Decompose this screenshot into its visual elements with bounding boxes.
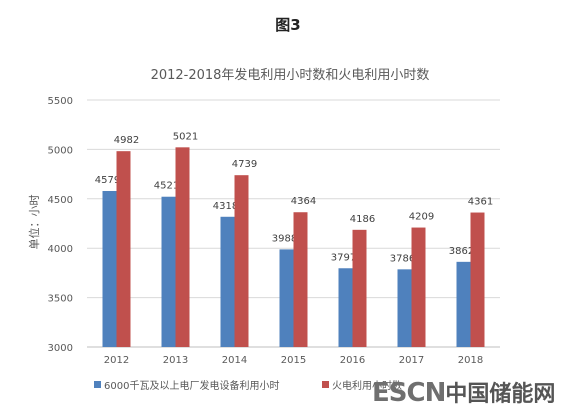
legend-label: 6000千瓦及以上电厂发电设备利用小时 [104,379,279,392]
data-label: 3786 [390,253,415,264]
watermark-tagline: 中国储能网 [445,382,556,407]
bar-thermal-power [293,212,308,347]
legend-swatch [322,381,329,388]
bar-power-generation [397,269,412,347]
y-tick-label: 4500 [48,195,73,206]
bar-power-generation [161,196,176,347]
chart-title: 2012-2018年发电利用小时数和火电利用小时数 [151,67,430,83]
legend-swatch [94,381,101,388]
y-tick-label: 5000 [48,145,73,156]
watermark-brand: ESCN [372,378,446,408]
legend-label: 火电利用小时数 [332,379,402,392]
bar-thermal-power [411,227,426,347]
y-axis-label: 单位：小时 [27,195,41,250]
x-tick-label: 2015 [281,355,306,366]
data-label: 4982 [114,135,139,146]
data-label: 4521 [154,181,179,192]
y-tick-label: 3000 [48,343,73,354]
x-tick-label: 2014 [222,355,247,366]
data-label: 4739 [232,159,257,170]
y-tick-label: 5500 [48,96,73,107]
legend: 6000千瓦及以上电厂发电设备利用小时 火电利用小时数 [94,379,402,392]
x-tick-label: 2016 [340,355,365,366]
watermark-logo: ESCN中国储能网 [372,376,555,408]
data-label: 3797 [331,252,356,263]
data-label: 3988 [272,233,297,244]
bar-thermal-power [116,151,131,347]
x-axis-ticks: 2012 2013 2014 2015 2016 2017 2018 [104,355,483,366]
bar-thermal-power [470,212,485,347]
data-label: 4579 [95,175,120,186]
x-tick-label: 2013 [163,355,188,366]
bar-thermal-power [234,175,249,347]
data-label: 4209 [409,212,434,223]
data-label: 4318 [213,201,238,212]
y-axis-ticks: 3000 3500 4000 4500 5000 5500 [48,96,73,354]
bar-power-generation [338,268,353,347]
x-tick-label: 2012 [104,355,129,366]
bar-power-generation [456,261,471,347]
data-label: 5021 [173,131,198,142]
bar-thermal-power [175,147,190,347]
data-label: 4186 [350,214,375,225]
data-label: 4361 [468,197,493,208]
bars: 4579 4982 4521 5021 4318 4739 3988 4364 3797 4186… [95,131,493,347]
data-label: 3862 [449,246,474,257]
bar-power-generation [279,249,294,347]
data-label: 4364 [291,196,316,207]
bar-thermal-power [352,229,367,347]
x-tick-label: 2018 [458,355,483,366]
y-tick-label: 3500 [48,294,73,305]
bar-power-generation [102,190,117,347]
bar-power-generation [220,216,235,347]
figure-label: 图3 [275,16,301,34]
x-tick-label: 2017 [399,355,424,366]
y-tick-label: 4000 [48,244,73,255]
